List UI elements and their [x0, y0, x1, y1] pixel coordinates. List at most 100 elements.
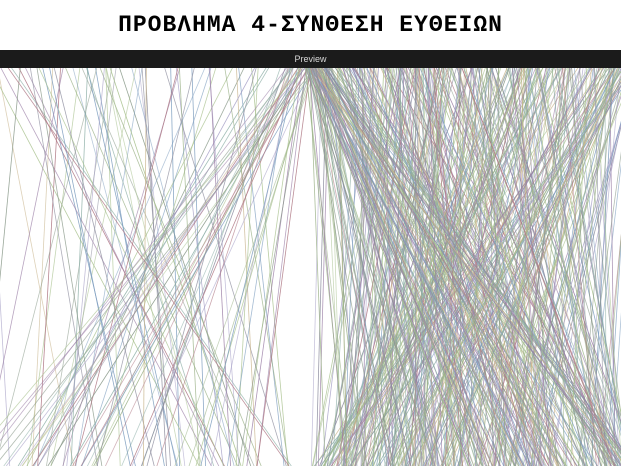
drawn-line: [34, 68, 206, 466]
random-lines-drawing: [0, 68, 621, 466]
drawn-line: [179, 68, 200, 466]
drawn-line: [309, 68, 469, 466]
drawn-line: [409, 68, 510, 466]
drawn-line: [339, 68, 546, 466]
drawn-line: [317, 68, 621, 451]
drawn-line: [21, 68, 300, 466]
drawn-line: [610, 312, 621, 466]
drawn-line: [129, 68, 302, 466]
drawn-line: [456, 68, 593, 466]
drawn-line: [91, 68, 293, 466]
drawn-line: [366, 68, 510, 466]
drawn-line: [321, 68, 621, 465]
drawn-line: [317, 68, 562, 466]
drawn-line: [66, 68, 105, 466]
drawn-line: [21, 68, 317, 466]
drawn-line: [487, 68, 620, 466]
drawn-line: [562, 68, 597, 466]
preview-header-bar: Preview: [0, 50, 621, 68]
drawn-line: [440, 68, 537, 466]
preview-canvas: [0, 68, 621, 466]
drawn-line: [314, 68, 412, 466]
drawn-line: [469, 68, 621, 456]
drawn-line: [38, 68, 225, 466]
drawn-line: [308, 68, 501, 466]
drawn-line: [533, 68, 581, 466]
drawn-line: [0, 68, 212, 466]
drawn-line: [50, 68, 137, 466]
drawn-line: [324, 68, 531, 466]
drawn-line: [0, 68, 306, 434]
drawn-line: [392, 68, 464, 466]
drawn-line: [0, 291, 11, 466]
drawn-line: [509, 82, 621, 466]
drawn-line: [606, 238, 621, 466]
drawn-line: [75, 68, 143, 466]
drawn-line: [208, 68, 240, 466]
drawn-line: [386, 68, 484, 466]
drawn-line: [146, 68, 257, 466]
drawn-line: [350, 68, 472, 466]
drawn-line: [37, 68, 61, 466]
drawn-line: [86, 68, 289, 466]
drawn-line: [342, 68, 375, 466]
drawn-line: [594, 68, 606, 466]
drawn-line: [200, 68, 298, 466]
drawn-line: [305, 68, 348, 466]
drawn-line: [17, 68, 267, 466]
drawn-line: [314, 68, 394, 466]
drawn-line: [311, 68, 501, 466]
drawn-line: [109, 68, 242, 466]
drawn-line: [354, 68, 537, 466]
drawn-line: [312, 68, 560, 466]
drawn-line: [164, 68, 287, 466]
slide-title: ΠΡΟΒΛΗΜΑ 4-ΣΥΝΘΕΣΗ ΕΥΘΕΙΩΝ: [118, 12, 503, 38]
drawn-line: [256, 68, 307, 466]
drawn-line: [156, 68, 289, 466]
drawn-line: [458, 68, 558, 466]
drawn-line: [141, 68, 281, 466]
drawn-line: [391, 68, 493, 466]
drawn-line: [251, 68, 289, 466]
drawn-line: [305, 68, 494, 466]
drawn-line: [329, 68, 448, 466]
drawn-line: [49, 68, 131, 466]
drawn-line: [325, 68, 532, 466]
drawn-line: [3, 68, 292, 466]
drawn-line: [105, 68, 182, 466]
drawn-line: [80, 68, 309, 466]
drawn-line: [472, 68, 538, 466]
drawn-line: [398, 68, 604, 466]
drawn-line: [70, 68, 88, 466]
drawn-line: [343, 68, 391, 466]
drawn-line: [306, 68, 444, 466]
drawn-line: [509, 68, 542, 466]
drawn-line: [492, 68, 566, 466]
drawn-line: [456, 68, 564, 466]
drawn-line: [71, 68, 309, 466]
drawn-line: [131, 68, 235, 466]
drawn-line: [558, 68, 565, 466]
drawn-line: [336, 68, 416, 466]
drawn-line: [322, 68, 343, 466]
drawn-line: [0, 68, 98, 449]
drawn-line: [121, 68, 294, 466]
drawn-line: [578, 68, 621, 419]
drawn-line: [326, 68, 398, 466]
drawn-line: [427, 68, 443, 466]
drawn-line: [81, 68, 255, 466]
drawn-line: [374, 68, 399, 466]
drawn-line: [538, 68, 621, 414]
drawn-line: [487, 68, 507, 466]
drawn-line: [96, 68, 195, 466]
drawn-line: [29, 68, 98, 466]
drawn-line: [366, 68, 592, 466]
drawn-line: [530, 68, 616, 466]
drawn-line: [236, 68, 257, 466]
drawn-line: [309, 68, 599, 466]
drawn-line: [417, 68, 506, 466]
drawn-line: [144, 68, 167, 466]
drawn-line: [312, 68, 526, 466]
drawn-line: [393, 68, 615, 466]
drawn-line: [399, 68, 586, 466]
